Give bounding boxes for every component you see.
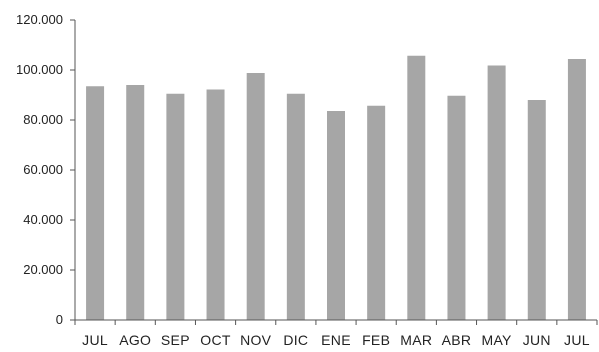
bar-dic-5: [286, 93, 305, 320]
x-tick-label: AGO: [119, 332, 151, 348]
bar-oct-3: [206, 89, 225, 320]
y-tick-label: 20.000: [23, 262, 63, 277]
y-tick-label: 40.000: [23, 212, 63, 227]
x-tick-label: DIC: [283, 332, 308, 348]
bar-jul-0: [86, 86, 105, 320]
bar-mar-8: [407, 55, 426, 320]
bar-feb-7: [367, 105, 386, 320]
y-tick-label: 0: [56, 312, 63, 327]
x-tick-label: ENE: [321, 332, 351, 348]
y-tick-label: 120.000: [16, 12, 63, 27]
bars: [86, 55, 586, 320]
x-tick-label: OCT: [200, 332, 231, 348]
bar-ago-1: [126, 85, 145, 320]
bar-sep-2: [166, 93, 185, 320]
y-tick-label: 60.000: [23, 162, 63, 177]
y-tick-label: 100.000: [16, 62, 63, 77]
x-tick-label: JUL: [82, 332, 108, 348]
bar-ene-6: [327, 111, 345, 320]
y-tick-label: 80.000: [23, 112, 63, 127]
x-tick-label: SEP: [161, 332, 190, 348]
y-axis-ticks: 0 20.000 40.000 60.000 80.000 100.000 120.000: [16, 12, 75, 327]
x-tick-label: FEB: [362, 332, 390, 348]
bar-jul-12: [567, 59, 586, 320]
bar-jun-11: [527, 100, 546, 320]
bar-may-10: [487, 65, 506, 320]
bar-nov-4: [246, 73, 265, 320]
x-tick-label: ABR: [442, 332, 472, 348]
bar-abr-9: [447, 95, 466, 320]
x-tick-label: MAY: [482, 332, 513, 348]
x-tick-label: NOV: [240, 332, 272, 348]
x-tick-label: JUN: [523, 332, 551, 348]
x-tick-label: JUL: [564, 332, 590, 348]
x-tick-label: MAR: [400, 332, 432, 348]
x-axis-ticks: JUL AGO SEP OCT NOV DIC ENE FEB MAR ABR MAY JUN JUL: [74, 320, 598, 348]
